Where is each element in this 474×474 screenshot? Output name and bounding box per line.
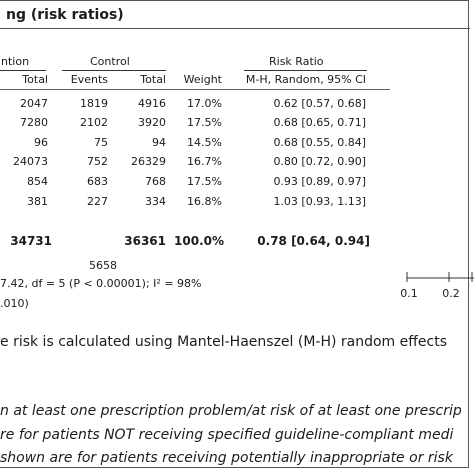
control-total-cell: 334 <box>145 195 166 208</box>
forest-plot-table: ng (risk ratios) <box>0 0 470 468</box>
intervention-total-cell: 24073 <box>13 155 48 168</box>
axis-tick-label: 0.1 <box>400 287 418 300</box>
pooled-risk-ratio: 0.78 [0.64, 0.94] <box>257 234 370 248</box>
risk-ratio-cell: 0.80 [0.72, 0.90] <box>273 155 366 168</box>
col-control-total: Total <box>140 73 166 86</box>
col-intervention-total: Total <box>22 73 48 86</box>
control-total-sum: 36361 <box>124 234 166 248</box>
table-caption-bar: ng (risk ratios) <box>0 1 470 29</box>
intervention-total-sum: 34731 <box>10 234 52 248</box>
axis-tick-label: 0.2 <box>442 287 460 300</box>
weight-total: 100.0% <box>174 234 224 248</box>
intervention-header-rule <box>0 70 46 71</box>
risk-ratio-cell: 0.62 [0.57, 0.68] <box>273 97 366 110</box>
control-events-cell: 2102 <box>80 116 108 129</box>
footnote-line: shown are for patients receiving potenti… <box>0 450 453 466</box>
control-total-cell: 94 <box>152 136 166 149</box>
col-control-events: Events <box>70 73 108 86</box>
intervention-total-cell: 7280 <box>20 116 48 129</box>
control-total-cell: 26329 <box>131 155 166 168</box>
risk-ratio-cell: 0.68 [0.65, 0.71] <box>273 116 366 129</box>
control-total-cell: 768 <box>145 175 166 188</box>
control-header-rule <box>62 70 166 71</box>
weight-cell: 17.0% <box>187 97 222 110</box>
footnote-line: re for patients NOT receiving specified … <box>0 427 454 443</box>
risk-ratio-header: Risk Ratio <box>269 55 324 68</box>
weight-cell: 14.5% <box>187 136 222 149</box>
risk-ratio-cell: 0.93 [0.89, 0.97] <box>273 175 366 188</box>
footnote-line: n at least one prescription problem/at r… <box>0 403 462 419</box>
header-bottom-rule <box>0 89 390 90</box>
risk-ratio-cell: 0.68 [0.55, 0.84] <box>273 136 366 149</box>
intervention-total-cell: 96 <box>34 136 48 149</box>
weight-cell: 16.8% <box>187 195 222 208</box>
control-events-cell: 683 <box>87 175 108 188</box>
overall-effect-p: .010) <box>0 297 29 310</box>
control-events-cell: 227 <box>87 195 108 208</box>
risk-ratio-cell: 1.03 [0.93, 1.13] <box>273 195 366 208</box>
intervention-total-cell: 381 <box>27 195 48 208</box>
col-method: M-H, Random, 95% CI <box>245 73 367 86</box>
heterogeneity-stats: 7.42, df = 5 (P < 0.00001); I² = 98% <box>0 277 202 290</box>
control-events-cell: 752 <box>87 155 108 168</box>
total-events-value: 5658 <box>89 259 117 272</box>
control-events-cell: 1819 <box>80 97 108 110</box>
weight-cell: 16.7% <box>187 155 222 168</box>
control-total-cell: 3920 <box>138 116 166 129</box>
intervention-total-cell: 2047 <box>20 97 48 110</box>
weight-cell: 17.5% <box>187 116 222 129</box>
intervention-total-cell: 854 <box>27 175 48 188</box>
intervention-group-header: ntion <box>1 55 30 68</box>
forest-plot-axis <box>406 272 474 282</box>
risk-ratio-header-rule <box>244 70 367 71</box>
control-events-cell: 75 <box>94 136 108 149</box>
footnote-method: e risk is calculated using Mantel-Haensz… <box>0 334 448 350</box>
table-caption: ng (risk ratios) <box>6 7 124 23</box>
weight-cell: 17.5% <box>187 175 222 188</box>
col-weight: Weight <box>183 73 222 86</box>
control-group-header: Control <box>90 55 130 68</box>
control-total-cell: 4916 <box>138 97 166 110</box>
